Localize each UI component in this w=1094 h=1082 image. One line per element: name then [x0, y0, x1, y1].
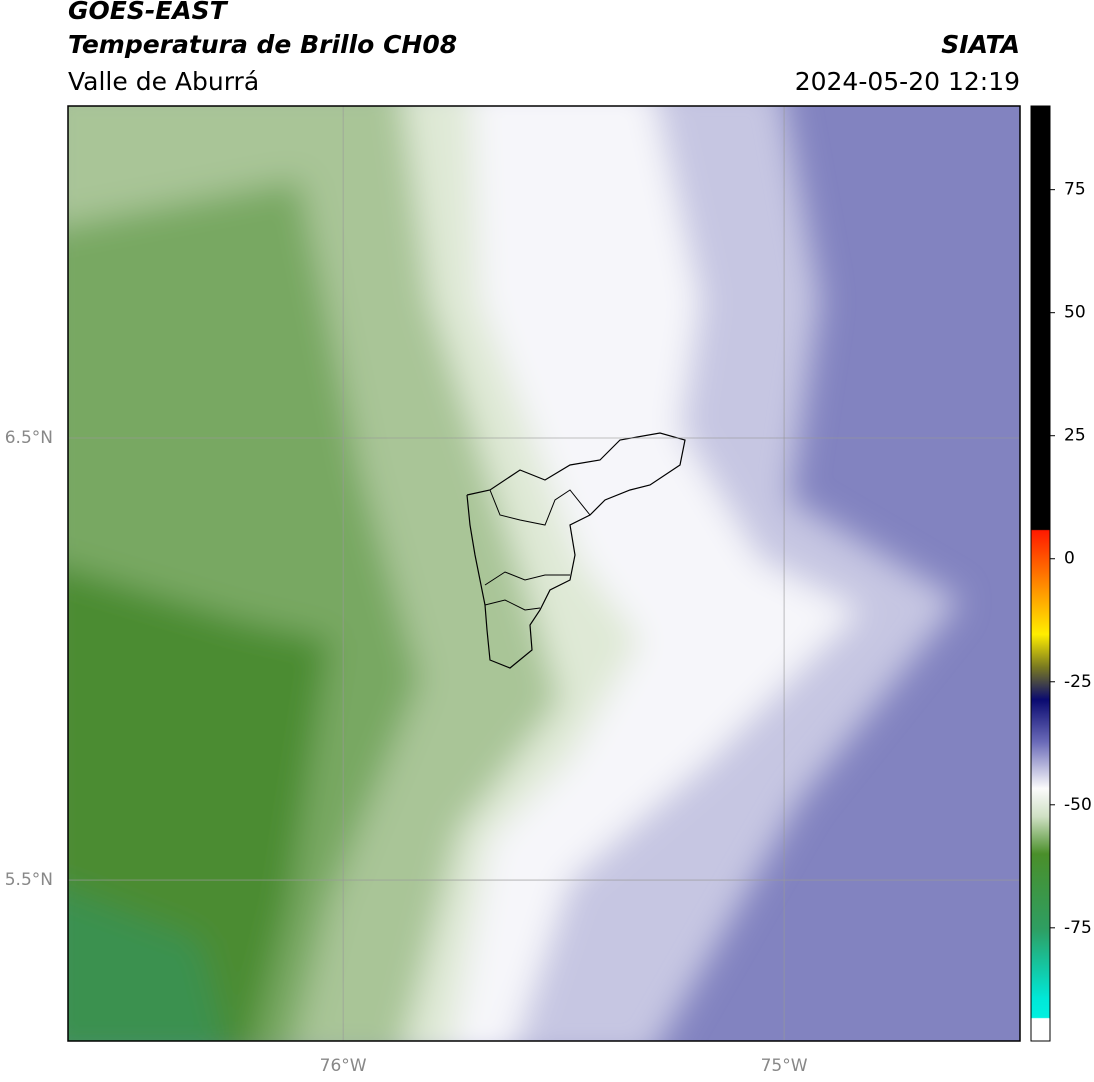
source: SIATA: [941, 30, 1020, 59]
colorbar-tick-label: -75: [1064, 918, 1092, 938]
region: Valle de Aburrá: [68, 67, 259, 96]
colorbar-tick-label: 0: [1064, 549, 1075, 569]
map-image: [68, 106, 1020, 1041]
y-tick-label: 6.5°N: [5, 428, 53, 448]
valley-outline: [489, 489, 591, 526]
valley-outline: [466, 432, 686, 669]
x-tick-label: 76°W: [320, 1056, 367, 1076]
colorbar-tick-label: -50: [1064, 795, 1092, 815]
map-frame: [67, 105, 1021, 1042]
colorbar-tick-label: -25: [1064, 672, 1092, 692]
valley-outline: [484, 571, 570, 586]
datetime: 2024-05-20 12:19: [795, 67, 1020, 96]
title: GOES-EAST: [68, 0, 229, 25]
y-tick-label: 5.5°N: [5, 870, 53, 890]
subtitle: Temperatura de Brillo CH08: [68, 30, 457, 59]
colorbar-tick-label: 50: [1064, 303, 1086, 323]
colorbar-tick-label: 25: [1064, 426, 1086, 446]
colorbar: [1030, 105, 1051, 1042]
valley-outline: [484, 599, 541, 611]
x-tick-label: 75°W: [761, 1056, 808, 1076]
colorbar-tick-label: 75: [1064, 180, 1086, 200]
